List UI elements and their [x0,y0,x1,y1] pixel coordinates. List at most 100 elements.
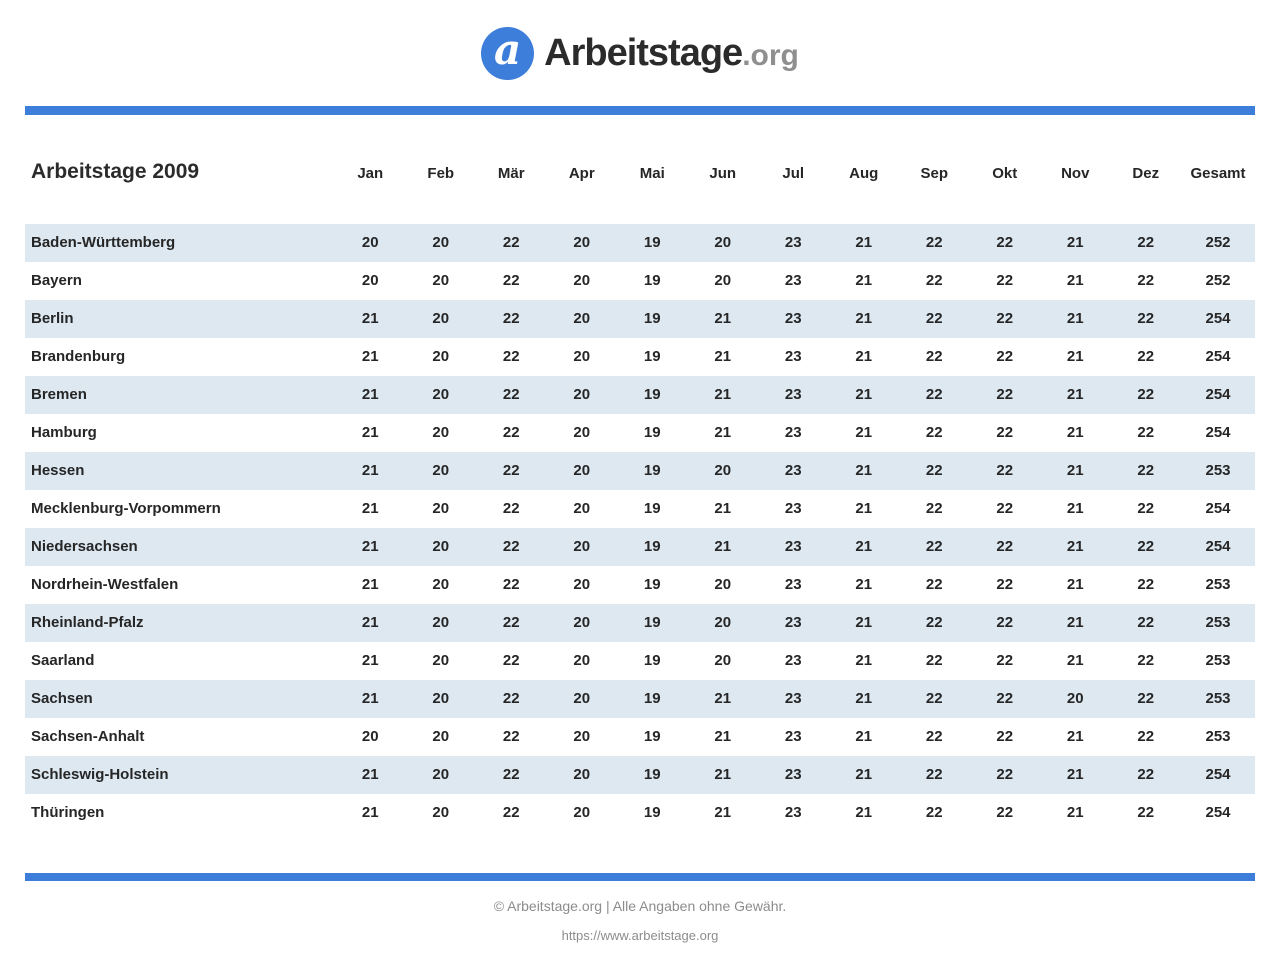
table-header-row: Arbeitstage 2009 Jan Feb Mär Apr Mai Jun Jul Au… [25,160,1255,194]
value-cell: 23 [784,576,802,593]
value-cell: 22 [925,614,943,631]
value-cell: 21 [855,462,873,479]
column-header: Aug [849,165,879,182]
value-cell: 22 [1137,766,1155,783]
value-cell: 22 [925,804,943,821]
total-cell: 252 [1205,272,1231,289]
value-cell: 20 [432,500,450,517]
value-cell: 22 [1137,348,1155,365]
column-header: Mär [497,165,525,182]
value-cell: 21 [1066,538,1084,555]
logo-tld: .org [742,38,799,72]
value-cell: 21 [855,804,873,821]
total-cell: 254 [1205,538,1231,555]
value-cell: 21 [855,386,873,403]
value-cell: 20 [714,234,732,251]
total-cell: 254 [1205,804,1231,821]
value-cell: 22 [925,766,943,783]
value-cell: 23 [784,348,802,365]
value-cell: 22 [502,348,520,365]
logo[interactable]: a Arbeitstage .org [481,26,799,80]
value-cell: 20 [573,348,591,365]
value-cell: 21 [361,576,379,593]
value-cell: 19 [643,804,661,821]
value-cell: 21 [855,272,873,289]
value-cell: 23 [784,538,802,555]
value-cell: 20 [361,728,379,745]
value-cell: 23 [784,804,802,821]
value-cell: 20 [432,234,450,251]
value-cell: 22 [925,234,943,251]
value-cell: 21 [1066,424,1084,441]
total-cell: 253 [1205,614,1231,631]
value-cell: 20 [361,272,379,289]
value-cell: 22 [502,310,520,327]
total-cell: 254 [1205,310,1231,327]
value-cell: 21 [714,690,732,707]
value-cell: 22 [1137,728,1155,745]
state-name: Niedersachsen [31,538,138,555]
state-name: Saarland [31,652,95,669]
value-cell: 19 [643,424,661,441]
value-cell: 22 [925,310,943,327]
table-row: Baden-Württemberg 20 20 22 20 19 20 23 21 22 22 21 2… [25,224,1255,262]
value-cell: 19 [643,348,661,365]
table-row: Hamburg 21 20 22 20 19 21 23 21 22 22 21 22 254 [25,414,1255,452]
value-cell: 23 [784,614,802,631]
state-name: Berlin [31,310,74,327]
table-row: Bayern 20 20 22 20 19 20 23 21 22 22 21 22 252 [25,262,1255,300]
value-cell: 19 [643,690,661,707]
value-cell: 23 [784,652,802,669]
value-cell: 21 [361,804,379,821]
value-cell: 20 [432,690,450,707]
value-cell: 22 [925,386,943,403]
value-cell: 22 [502,234,520,251]
value-cell: 21 [361,386,379,403]
value-cell: 22 [502,424,520,441]
value-cell: 21 [714,538,732,555]
total-cell: 252 [1205,234,1231,251]
value-cell: 21 [361,614,379,631]
value-cell: 21 [361,652,379,669]
value-cell: 22 [925,348,943,365]
state-name: Nordrhein-Westfalen [31,576,179,593]
value-cell: 21 [714,424,732,441]
copyright-text: © Arbeitstage.org | Alle Angaben ohne Ge… [493,898,787,914]
value-cell: 20 [573,538,591,555]
logo-icon: a [481,26,535,80]
value-cell: 20 [573,310,591,327]
column-header: Sep [920,165,948,182]
value-cell: 20 [573,234,591,251]
total-cell: 254 [1205,424,1231,441]
value-cell: 21 [714,348,732,365]
value-cell: 21 [714,728,732,745]
value-cell: 23 [784,766,802,783]
value-cell: 22 [502,538,520,555]
value-cell: 23 [784,272,802,289]
state-name: Baden-Württemberg [31,234,176,251]
value-cell: 20 [573,690,591,707]
value-cell: 20 [573,272,591,289]
state-name: Brandenburg [31,348,126,365]
value-cell: 20 [573,766,591,783]
state-name: Sachsen [31,690,93,707]
value-cell: 20 [361,234,379,251]
value-cell: 21 [1066,576,1084,593]
table-row: Brandenburg 21 20 22 20 19 21 23 21 22 22 21 22 254 [25,338,1255,376]
value-cell: 19 [643,500,661,517]
site-url-link[interactable]: https://www.arbeitstage.org [561,928,719,943]
value-cell: 22 [996,310,1014,327]
value-cell: 21 [714,804,732,821]
table-row: Berlin 21 20 22 20 19 21 23 21 22 22 21 22 254 [25,300,1255,338]
total-cell: 253 [1205,576,1231,593]
value-cell: 21 [855,728,873,745]
value-cell: 19 [643,766,661,783]
value-cell: 22 [1137,652,1155,669]
column-header: Gesamt [1190,165,1246,182]
value-cell: 21 [1066,766,1084,783]
value-cell: 21 [1066,462,1084,479]
value-cell: 21 [361,500,379,517]
value-cell: 22 [925,652,943,669]
value-cell: 22 [996,766,1014,783]
